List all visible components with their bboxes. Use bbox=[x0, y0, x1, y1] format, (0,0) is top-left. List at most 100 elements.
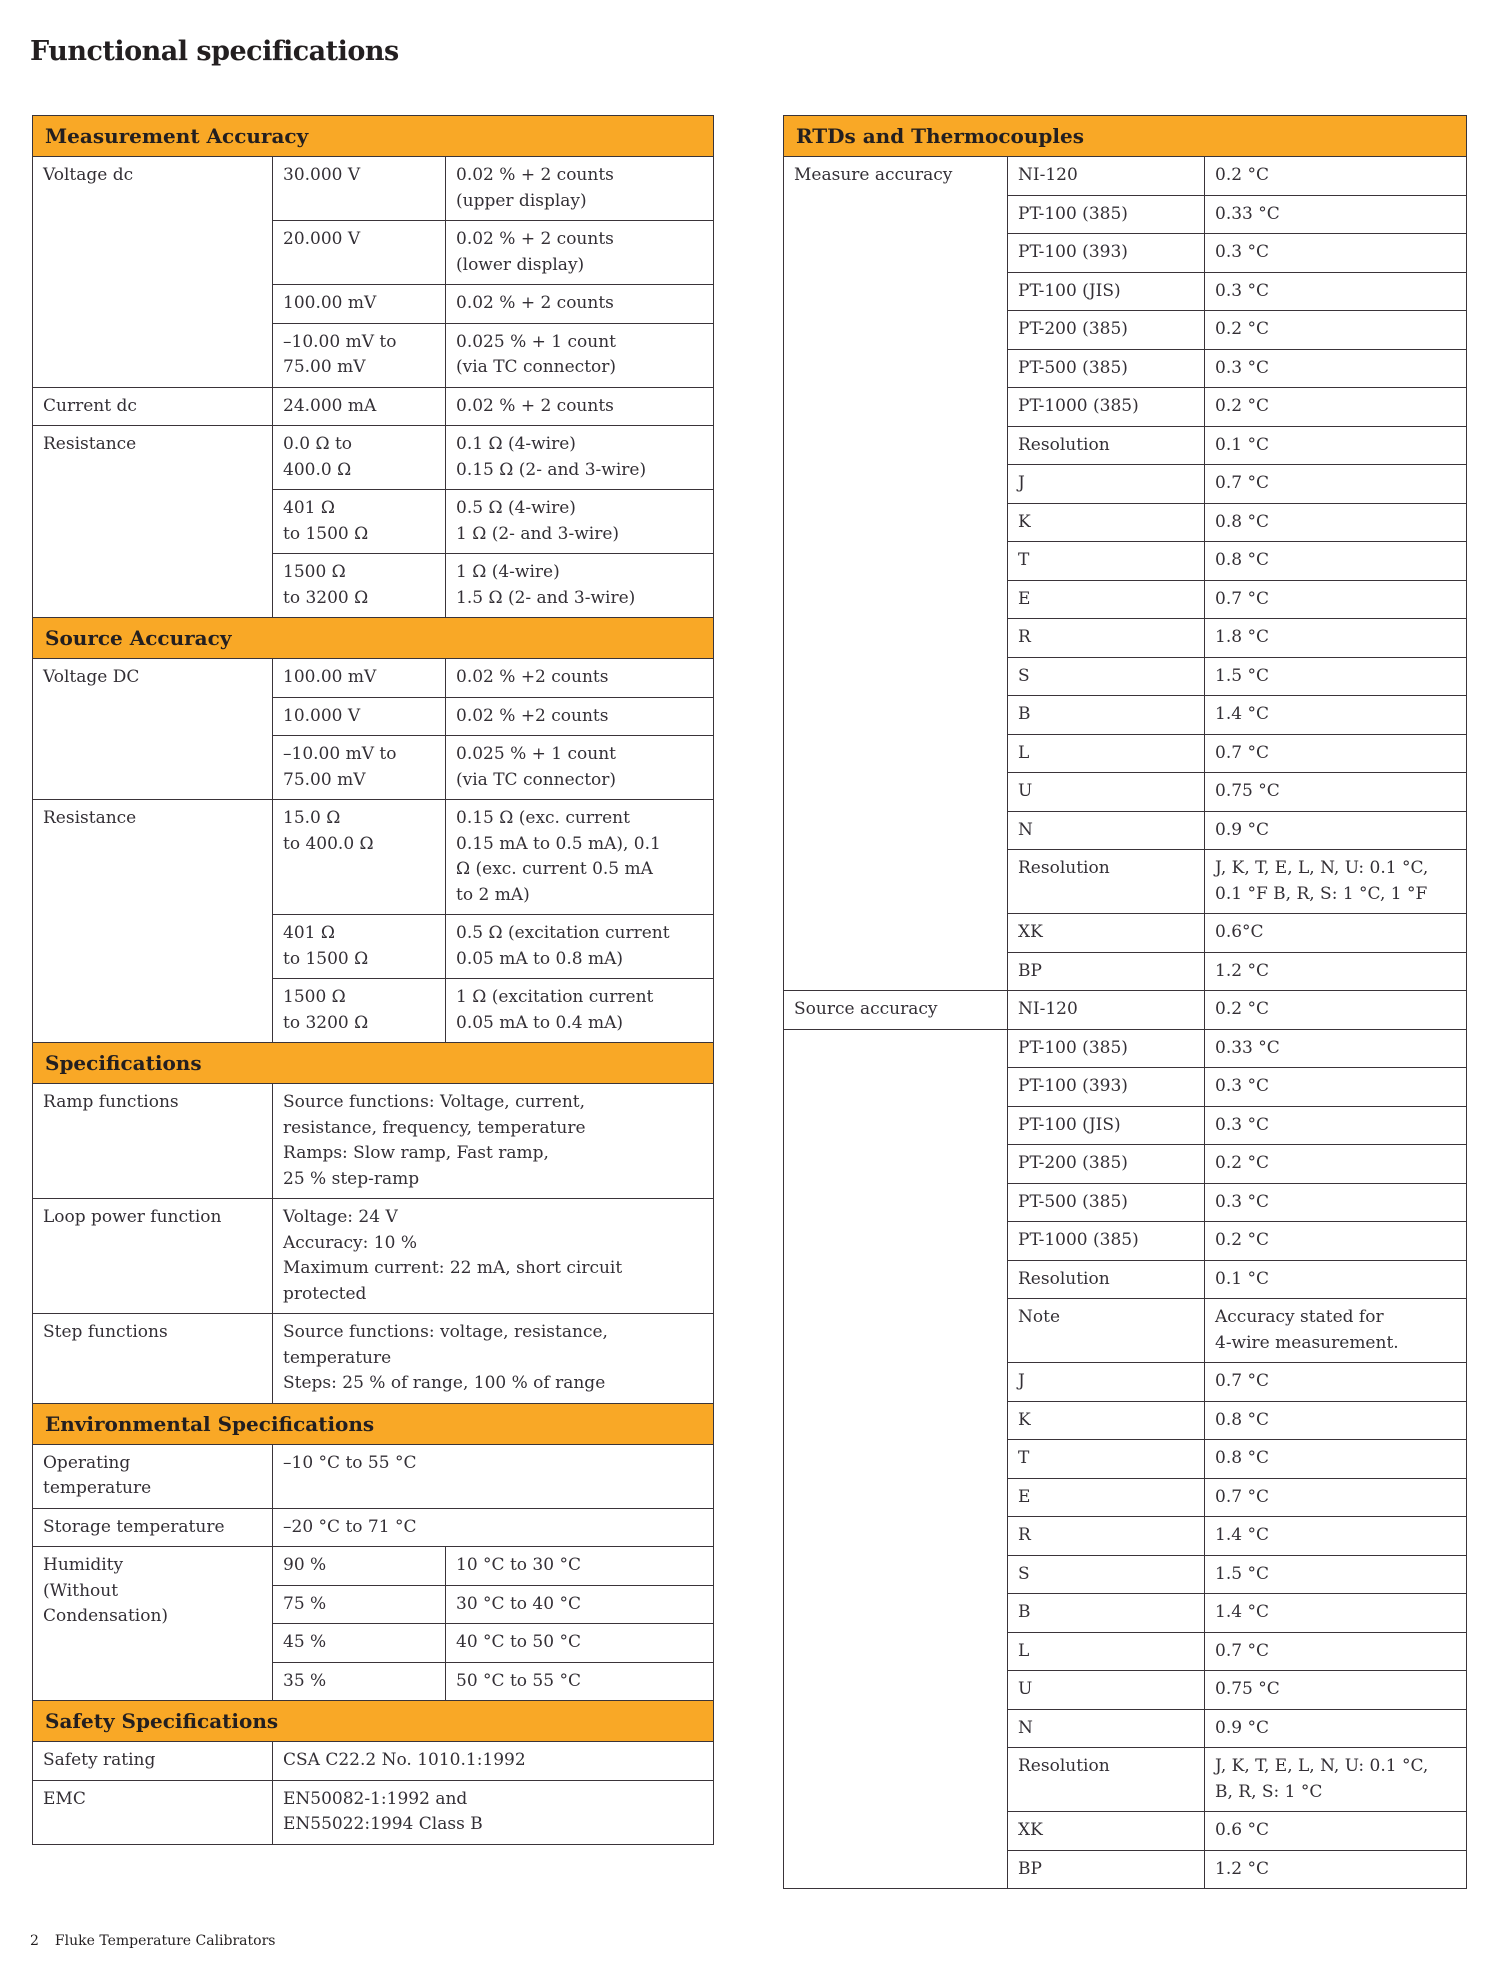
section-row: Source Accuracy bbox=[32, 617, 714, 659]
section-row: Safety Specifications bbox=[32, 1700, 714, 1742]
table-row: 401 Ω to 1500 Ω 0.5 Ω (4-wire) 1 Ω (2- an… bbox=[33, 489, 714, 554]
range-cell: J bbox=[1007, 1362, 1205, 1402]
label-cell: Step functions bbox=[32, 1313, 273, 1404]
value-cell: 0.75 °C bbox=[1204, 1670, 1467, 1710]
value-cell: 1.5 °C bbox=[1204, 1554, 1467, 1594]
table-row: Humidity (Without Condensation) 90 % 10 °C… bbox=[32, 1546, 714, 1701]
value-cell: Voltage: 24 V Accuracy: 10 % Maximum cur… bbox=[272, 1198, 714, 1314]
section-row: Measurement Accuracy bbox=[32, 115, 714, 157]
page-title: Functional specifications bbox=[30, 36, 399, 67]
label-cell: Current dc bbox=[32, 386, 273, 426]
range-cell: NI-120 bbox=[1007, 156, 1205, 196]
table-row: Step functions Source functions: voltage,… bbox=[32, 1313, 714, 1404]
range-cell: 24.000 mA bbox=[272, 386, 446, 426]
range-cell: PT-100 (JIS) bbox=[1007, 271, 1205, 311]
value-cell: Source functions: Voltage, current, resi… bbox=[272, 1083, 714, 1199]
label-cell: Voltage DC bbox=[32, 658, 273, 800]
table-row: PT-100 (JIS) 0.3 °C bbox=[784, 1105, 1467, 1145]
table-row: Note Accuracy stated for 4-wire measureme… bbox=[784, 1298, 1467, 1363]
table-row: E 0.7 °C bbox=[784, 579, 1467, 619]
value-cell: 0.3 °C bbox=[1204, 1067, 1467, 1107]
range-cell: PT-100 (385) bbox=[1007, 194, 1205, 234]
label-cell: Measure accuracy bbox=[783, 156, 1008, 991]
section-header: Environmental Specifications bbox=[32, 1402, 714, 1445]
range-cell: T bbox=[1007, 541, 1205, 581]
value-cell: CSA C22.2 No. 1010.1:1992 bbox=[272, 1741, 714, 1781]
range-cell: T bbox=[1007, 1439, 1205, 1479]
table-row: B 1.4 °C bbox=[784, 695, 1467, 735]
table-row: PT-100 (385) 0.33 °C bbox=[784, 194, 1467, 234]
table-row: Resolution J, K, T, E, L, N, U: 0.1 °C, B… bbox=[784, 1747, 1467, 1812]
value-cell: 0.3 °C bbox=[1204, 1182, 1467, 1222]
label-cell bbox=[783, 1028, 1008, 1889]
value-cell: 0.02 % + 2 counts bbox=[445, 284, 714, 324]
value-cell: 0.15 Ω (exc. current 0.15 mA to 0.5 mA),… bbox=[445, 799, 714, 915]
range-cell: E bbox=[1007, 579, 1205, 619]
value-cell: 0.75 °C bbox=[1204, 772, 1467, 812]
value-cell: 10 °C to 30 °C bbox=[445, 1546, 714, 1586]
table-row: 35 % 50 °C to 55 °C bbox=[33, 1661, 714, 1701]
range-cell: R bbox=[1007, 1516, 1205, 1556]
label-cell: EMC bbox=[32, 1779, 273, 1845]
value-cell: 0.33 °C bbox=[1204, 194, 1467, 234]
range-cell: PT-100 (393) bbox=[1007, 1067, 1205, 1107]
table-row: BP 1.2 °C bbox=[784, 951, 1467, 991]
value-cell: 0.02 % +2 counts bbox=[445, 658, 714, 698]
table-row: Loop power function Voltage: 24 V Accurac… bbox=[32, 1198, 714, 1314]
value-cell: Accuracy stated for 4-wire measurement. bbox=[1204, 1298, 1467, 1363]
value-cell: 0.025 % + 1 count (via TC connector) bbox=[445, 322, 714, 388]
table-row: 100.00 mV 0.02 % + 2 counts bbox=[33, 284, 714, 324]
label-cell: Source accuracy bbox=[783, 990, 1008, 1030]
table-row: R 1.8 °C bbox=[784, 618, 1467, 658]
table-row: Resolution 0.1 °C bbox=[784, 425, 1467, 465]
section-row: RTDs and Thermocouples bbox=[783, 115, 1467, 157]
value-cell: 1.4 °C bbox=[1204, 1593, 1467, 1633]
table-row: Storage temperature –20 °C to 71 °C bbox=[32, 1507, 714, 1547]
label-cell: Storage temperature bbox=[32, 1507, 273, 1547]
value-cell: 0.1 °C bbox=[1204, 425, 1467, 465]
value-cell: 0.2 °C bbox=[1204, 990, 1467, 1030]
value-cell: 0.9 °C bbox=[1204, 810, 1467, 850]
range-cell: 30.000 V bbox=[272, 156, 446, 221]
label-cell: Loop power function bbox=[32, 1198, 273, 1314]
value-cell: 0.7 °C bbox=[1204, 464, 1467, 504]
range-cell: 100.00 mV bbox=[272, 284, 446, 324]
range-cell: BP bbox=[1007, 951, 1205, 991]
table-row: S 1.5 °C bbox=[784, 656, 1467, 696]
range-cell: PT-100 (385) bbox=[1007, 1028, 1205, 1068]
range-cell: 0.0 Ω to 400.0 Ω bbox=[272, 425, 446, 490]
value-cell: 0.3 °C bbox=[1204, 348, 1467, 388]
range-cell: 90 % bbox=[272, 1546, 446, 1586]
range-cell: BP bbox=[1007, 1849, 1205, 1889]
range-cell: PT-200 (385) bbox=[1007, 310, 1205, 350]
table-row: Source accuracy NI-120 0.2 °C bbox=[783, 990, 1467, 1030]
value-cell: –20 °C to 71 °C bbox=[272, 1507, 714, 1547]
table-row: PT-1000 (385) 0.2 °C bbox=[784, 1221, 1467, 1261]
range-cell: –10.00 mV to 75.00 mV bbox=[272, 322, 446, 388]
right-column: RTDs and Thermocouples Measure accuracy NI… bbox=[783, 115, 1467, 1889]
range-cell: Resolution bbox=[1007, 1747, 1205, 1812]
value-cell: 0.9 °C bbox=[1204, 1708, 1467, 1748]
table-row: K 0.8 °C bbox=[784, 502, 1467, 542]
range-cell: 1500 Ω to 3200 Ω bbox=[272, 978, 446, 1043]
value-cell: 0.6°C bbox=[1204, 913, 1467, 953]
table-row: PT-100 (393) 0.3 °C bbox=[784, 233, 1467, 273]
table-row: Voltage dc 30.000 V 0.02 % + 2 counts (upp… bbox=[32, 156, 714, 388]
range-cell: 75 % bbox=[272, 1584, 446, 1624]
value-cell: 0.3 °C bbox=[1204, 233, 1467, 273]
value-cell: J, K, T, E, L, N, U: 0.1 °C, 0.1 °F B, R… bbox=[1204, 849, 1467, 914]
table-row: K 0.8 °C bbox=[784, 1400, 1467, 1440]
range-cell: PT-100 (JIS) bbox=[1007, 1105, 1205, 1145]
table-row: Current dc 24.000 mA 0.02 % + 2 counts bbox=[32, 386, 714, 426]
range-cell: S bbox=[1007, 656, 1205, 696]
table-row: PT-200 (385) 0.2 °C bbox=[784, 310, 1467, 350]
table-row: 75 % 30 °C to 40 °C bbox=[33, 1584, 714, 1624]
value-cell: 1 Ω (4-wire) 1.5 Ω (2- and 3-wire) bbox=[445, 553, 714, 618]
value-cell: 0.8 °C bbox=[1204, 541, 1467, 581]
label-cell: Resistance bbox=[32, 425, 273, 618]
value-cell: 0.02 % + 2 counts bbox=[445, 386, 714, 426]
table-row: Resistance 0.0 Ω to 400.0 Ω 0.1 Ω (4-wire)… bbox=[32, 425, 714, 618]
range-cell: Note bbox=[1007, 1298, 1205, 1363]
table-row: Resolution 0.1 °C bbox=[784, 1259, 1467, 1299]
range-cell: 45 % bbox=[272, 1623, 446, 1663]
